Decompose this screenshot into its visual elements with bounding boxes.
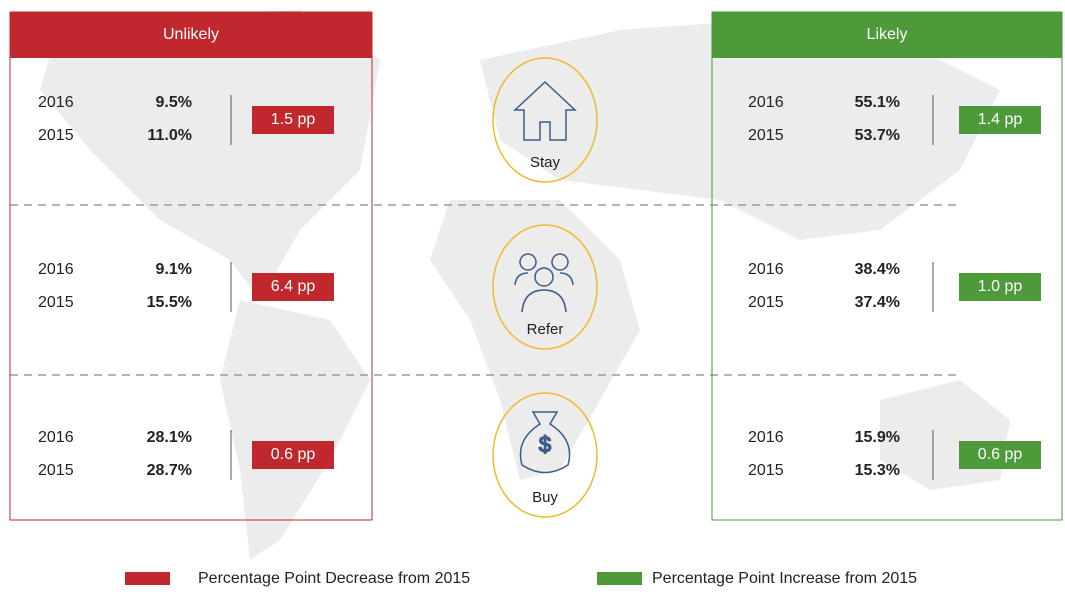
action-circle — [492, 224, 598, 350]
legend-swatch — [125, 572, 170, 585]
change-badge — [959, 441, 1041, 469]
year-label: 2015 — [38, 462, 74, 479]
year-label: 2016 — [748, 94, 784, 111]
action-label: Buy — [532, 489, 558, 506]
year-label: 2016 — [38, 94, 74, 111]
action-label: Refer — [527, 321, 564, 338]
action-label: Stay — [530, 154, 561, 171]
world-map — [40, 10, 1010, 560]
year-label: 2015 — [38, 294, 74, 311]
year-label: 2016 — [38, 261, 74, 278]
change-badge — [252, 441, 334, 469]
change-badge — [252, 106, 334, 134]
percent-value: 11.0% — [148, 127, 192, 144]
year-label: 2015 — [748, 127, 784, 144]
change-label: 0.6 pp — [978, 446, 1023, 463]
panel-title: Unlikely — [163, 26, 219, 43]
icons: $ — [513, 80, 577, 474]
change-badge — [959, 273, 1041, 301]
percent-value: 38.4% — [855, 261, 900, 278]
percent-value: 28.7% — [147, 462, 192, 479]
percent-value: 9.5% — [156, 94, 192, 111]
change-label: 0.6 pp — [271, 446, 316, 463]
change-label: 1.5 pp — [271, 111, 316, 128]
percent-value: 37.4% — [855, 294, 900, 311]
percent-value: 55.1% — [855, 94, 900, 111]
percent-value: 9.1% — [156, 261, 192, 278]
percent-value: 15.3% — [855, 462, 900, 479]
year-label: 2015 — [748, 294, 784, 311]
change-badge — [252, 273, 334, 301]
dividers — [10, 204, 962, 376]
change-badge — [959, 106, 1041, 134]
legend-label: Percentage Point Decrease from 2015 — [198, 570, 470, 587]
year-label: 2015 — [38, 127, 74, 144]
change-label: 1.4 pp — [978, 111, 1023, 128]
panel-header — [712, 12, 1062, 58]
panel-header — [10, 12, 372, 58]
dollar-icon: $ — [539, 432, 551, 457]
percent-value: 15.5% — [147, 294, 192, 311]
legend-label: Percentage Point Increase from 2015 — [652, 570, 917, 587]
action-circle — [492, 392, 598, 518]
year-label: 2016 — [748, 429, 784, 446]
panel-title: Likely — [867, 26, 908, 43]
legend-swatch — [597, 572, 642, 585]
year-label: 2016 — [38, 429, 74, 446]
percent-value: 53.7% — [855, 127, 900, 144]
percent-value: 28.1% — [147, 429, 192, 446]
year-label: 2015 — [748, 462, 784, 479]
year-label: 2016 — [748, 261, 784, 278]
action-circle — [492, 57, 598, 183]
change-label: 1.0 pp — [978, 278, 1023, 295]
change-label: 6.4 pp — [271, 278, 316, 295]
percent-value: 15.9% — [855, 429, 900, 446]
